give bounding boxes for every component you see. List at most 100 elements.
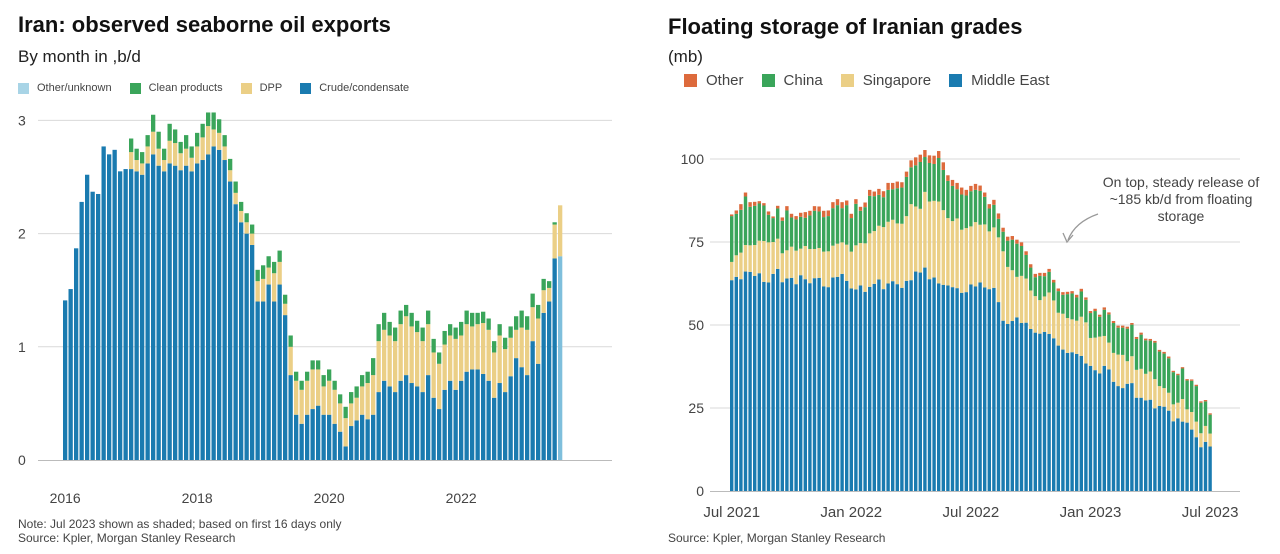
bar-segment <box>1061 294 1065 314</box>
left-chart-plot: 0 1 2 3 2016 2018 2020 2022 <box>18 112 612 506</box>
bar-segment <box>895 223 899 285</box>
bar-segment <box>863 207 867 244</box>
bar-segment <box>404 304 409 317</box>
bar-segment <box>1116 354 1120 387</box>
bar-segment <box>1052 282 1056 301</box>
bar-segment <box>1038 300 1042 334</box>
bar-segment <box>266 256 271 268</box>
bar-segment <box>881 289 886 491</box>
bar-segment <box>868 195 872 234</box>
bar-segment <box>909 160 913 168</box>
bar-segment <box>1162 351 1166 354</box>
bar-segment <box>858 206 863 211</box>
y-tick-label: 25 <box>688 400 704 416</box>
bar-segment <box>1001 231 1005 252</box>
bar-segment <box>762 281 766 491</box>
bar-segment <box>134 160 139 172</box>
bar-segment <box>1199 433 1203 448</box>
bar-segment <box>398 324 403 381</box>
bar-segment <box>757 201 761 204</box>
bar-segment <box>387 386 392 460</box>
bar-segment <box>900 187 904 224</box>
bar-segment <box>877 279 881 491</box>
bar-segment <box>914 206 918 272</box>
bar-segment <box>757 273 761 491</box>
bar-segment <box>343 406 348 419</box>
bar-segment <box>486 380 491 460</box>
bar-segment <box>1171 404 1175 422</box>
bar-segment <box>250 224 255 234</box>
bar-segment <box>1006 236 1010 241</box>
bar-segment <box>969 284 973 491</box>
bar-segment <box>1047 292 1051 334</box>
bar-segment <box>822 251 826 287</box>
bar-segment <box>766 282 771 491</box>
bar-segment <box>151 114 156 132</box>
left-chart-source: Source: Kpler, Morgan Stanley Research <box>18 531 236 545</box>
bar-segment <box>923 267 927 491</box>
bar-segment <box>189 146 194 158</box>
bar-segment <box>200 123 205 138</box>
bar-segment <box>1190 379 1194 381</box>
bar-segment <box>858 242 863 286</box>
bar-segment <box>1167 356 1171 359</box>
bar-segment <box>74 248 79 460</box>
bar-segment <box>927 279 932 491</box>
bar-segment <box>1052 300 1056 339</box>
right-chart-title: Floating storage of Iranian grades <box>668 14 1023 39</box>
bar-segment <box>881 191 886 198</box>
bar-segment <box>1139 397 1143 491</box>
bar-segment <box>941 210 945 285</box>
bar-segment <box>1079 291 1083 317</box>
bar-segment <box>822 217 826 252</box>
bar-segment <box>294 371 299 381</box>
bar-segment <box>983 192 987 197</box>
bar-segment <box>1176 402 1180 419</box>
bar-segment <box>525 316 530 330</box>
bar-segment <box>1180 421 1185 491</box>
bar-segment <box>776 208 780 239</box>
bar-segment <box>1148 399 1152 491</box>
bar-segment <box>817 277 821 491</box>
bar-segment <box>206 126 211 155</box>
bar-segment <box>508 326 513 338</box>
bar-segment <box>835 205 840 244</box>
bar-segment <box>288 346 293 376</box>
bar-segment <box>437 352 442 364</box>
bar-segment <box>332 389 337 424</box>
bar-segment <box>753 244 757 276</box>
bar-segment <box>1167 392 1171 411</box>
bar-segment <box>964 195 968 229</box>
legend-item-china: China <box>761 72 823 89</box>
bar-segment <box>1015 239 1019 244</box>
bar-segment <box>316 369 321 406</box>
bar-segment <box>941 169 945 211</box>
bar-segment <box>338 431 343 460</box>
bar-segment <box>849 218 853 252</box>
bar-segment <box>228 170 233 182</box>
legend-label: Crude/condensate <box>319 82 410 94</box>
annotation-arrow <box>1067 213 1099 241</box>
bar-segment <box>382 380 387 460</box>
legend-swatch <box>840 74 854 87</box>
legend-item-singapore: Singapore <box>840 72 931 89</box>
bar-segment <box>808 248 812 284</box>
legend-label: China <box>783 72 823 89</box>
bar-segment <box>1079 288 1083 292</box>
bar-segment <box>978 185 982 191</box>
bar-segment <box>895 188 899 224</box>
bar-segment <box>969 226 973 285</box>
bar-segment <box>1033 332 1037 491</box>
bar-segment <box>277 261 282 285</box>
bar-segment <box>404 316 409 376</box>
bar-segment <box>145 163 150 460</box>
bar-segment <box>475 369 480 460</box>
bar-segment <box>1203 401 1208 426</box>
bar-segment <box>255 269 260 282</box>
bar-segment <box>360 386 365 415</box>
bar-segment <box>552 258 557 460</box>
bar-segment <box>107 154 112 461</box>
bar-segment <box>371 358 376 376</box>
bar-segment <box>1052 338 1056 491</box>
bar-segment <box>1185 379 1189 381</box>
